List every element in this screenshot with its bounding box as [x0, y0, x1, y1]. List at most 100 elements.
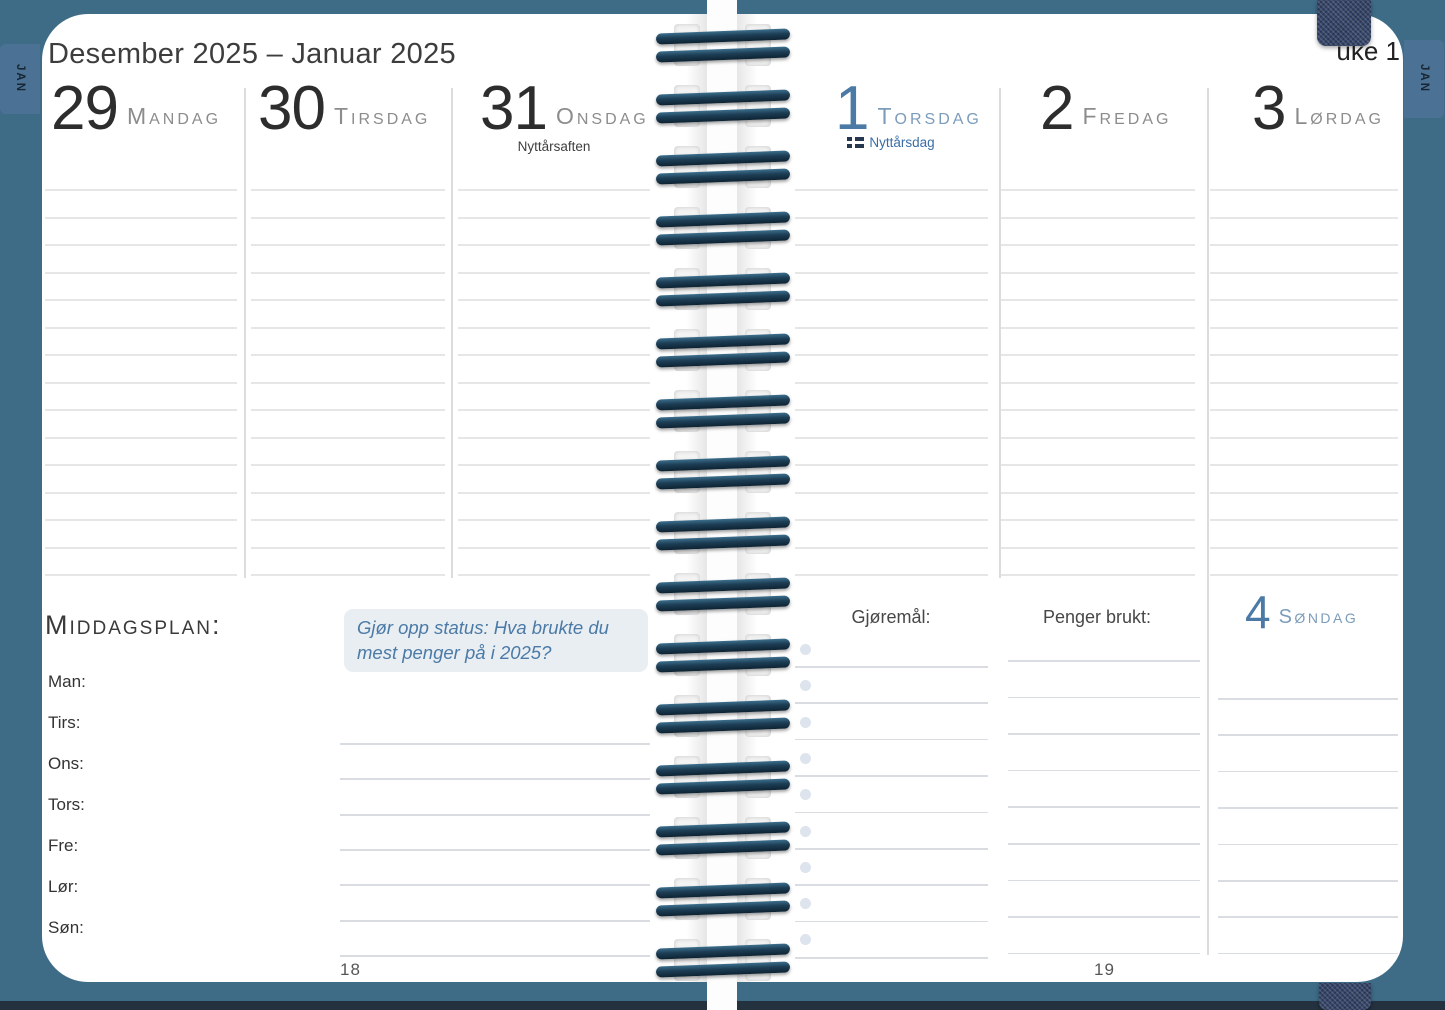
- sunday-line: [1218, 770, 1398, 773]
- todo-line: [795, 666, 988, 668]
- ruled-line: [795, 271, 988, 274]
- ruled-line: [1210, 244, 1398, 246]
- ruled-line: [45, 354, 237, 356]
- ruled-line: [1210, 189, 1398, 191]
- ruled-line: [458, 546, 650, 549]
- ruled-line: [458, 354, 650, 356]
- ruled-line: [251, 464, 445, 466]
- day-header-wednesday: 31 Onsdag: [480, 74, 649, 143]
- ruled-line: [251, 491, 445, 494]
- ruled-line: [251, 381, 445, 384]
- ruled-line: [251, 436, 445, 439]
- todo-bullet: [800, 934, 811, 946]
- ruled-line: [1001, 464, 1195, 466]
- column-divider: [244, 88, 246, 578]
- spiral-coil: [650, 24, 796, 66]
- dinner-day-label: Tirs:: [48, 713, 81, 732]
- ruled-line: [1001, 244, 1195, 246]
- money-line: [1008, 769, 1200, 772]
- page-gap-shadow-left: [686, 14, 708, 982]
- todo-bullet: [800, 680, 811, 692]
- ruled-line: [45, 574, 237, 576]
- money-line: [1008, 952, 1200, 955]
- page-gap-shadow-right: [736, 14, 758, 982]
- ruled-line: [458, 574, 650, 576]
- todo-line: [795, 775, 988, 777]
- day-number: 4: [1245, 586, 1271, 638]
- ruled-line: [45, 299, 237, 301]
- todo-line: [795, 848, 988, 850]
- ruled-line: [1210, 271, 1398, 274]
- todo-line: [795, 811, 988, 814]
- day-number: 31: [480, 74, 548, 143]
- dinner-day-label: Ons:: [48, 754, 84, 773]
- ruled-line: [1001, 574, 1195, 576]
- ruled-line: [795, 326, 988, 329]
- norwegian-flag-icon: [847, 137, 865, 148]
- ruled-line: [251, 574, 445, 576]
- left-page: [42, 14, 710, 982]
- spiral-coil: [650, 146, 796, 188]
- dinner-day-label: Fre:: [48, 836, 79, 855]
- money-line: [1008, 806, 1200, 808]
- ruled-line: [795, 436, 988, 439]
- sunday-line: [1218, 843, 1398, 846]
- ruled-line: [1001, 409, 1195, 411]
- dinner-line: [340, 814, 650, 816]
- money-line: [1008, 660, 1200, 662]
- ruled-line: [458, 244, 650, 246]
- ruled-line: [45, 189, 237, 191]
- ruled-line: [458, 326, 650, 329]
- month-tab-label: JAN: [1418, 64, 1430, 94]
- ruled-line: [251, 354, 445, 356]
- spiral-coil: [650, 817, 796, 859]
- ruled-line: [458, 436, 650, 439]
- todo-bullet: [800, 825, 811, 837]
- spiral-coil: [650, 939, 796, 981]
- ruled-line: [251, 546, 445, 549]
- ruled-line: [1210, 381, 1398, 384]
- ruled-line: [1001, 546, 1195, 549]
- ruled-line: [458, 189, 650, 191]
- spiral-coil: [650, 268, 796, 310]
- sunday-line: [1218, 916, 1398, 918]
- dinner-day-label: Tors:: [48, 795, 85, 814]
- ruled-line: [45, 491, 237, 494]
- spiral-coil: [650, 207, 796, 249]
- ruled-line: [1210, 436, 1398, 439]
- spiral-coil: [650, 329, 796, 371]
- ruled-line: [45, 546, 237, 549]
- spiral-coil: [650, 878, 796, 920]
- month-tab-label: JAN: [14, 64, 26, 94]
- ruled-line: [251, 244, 445, 246]
- ruled-line: [458, 216, 650, 219]
- day-number: 3: [1252, 74, 1286, 143]
- day-name: Mandag: [126, 102, 222, 129]
- holiday-note-text: Nyttårsdag: [869, 135, 935, 150]
- ruled-line: [1001, 299, 1195, 301]
- holiday-note-nyttarsaften: Nyttårsaften: [517, 139, 591, 154]
- todo-bullet: [800, 644, 811, 655]
- day-name: Onsdag: [555, 102, 649, 129]
- dinner-plan-heading: Middagsplan:: [45, 610, 222, 640]
- todo-bullet: [800, 716, 811, 728]
- dinner-line: [340, 920, 650, 922]
- spiral-coil: [650, 573, 796, 615]
- ruled-line: [45, 409, 237, 411]
- ruled-line: [795, 491, 988, 494]
- ruled-line: [795, 299, 988, 301]
- day-name: Søndag: [1278, 606, 1359, 629]
- spiral-coil: [650, 390, 796, 432]
- ruled-line: [458, 409, 650, 411]
- elastic-band-bottom: [1319, 983, 1371, 1010]
- sunday-line: [1218, 880, 1398, 882]
- dinner-day-label: Lør:: [48, 877, 79, 896]
- day-header-thursday: 1 Torsdag: [835, 78, 982, 139]
- ruled-line: [251, 409, 445, 411]
- money-line: [1008, 696, 1200, 699]
- ruled-line: [251, 189, 445, 191]
- ruled-line: [45, 271, 237, 274]
- money-line: [1008, 916, 1200, 918]
- sunday-line: [1218, 952, 1398, 955]
- dinner-day-label: Søn:: [48, 918, 84, 937]
